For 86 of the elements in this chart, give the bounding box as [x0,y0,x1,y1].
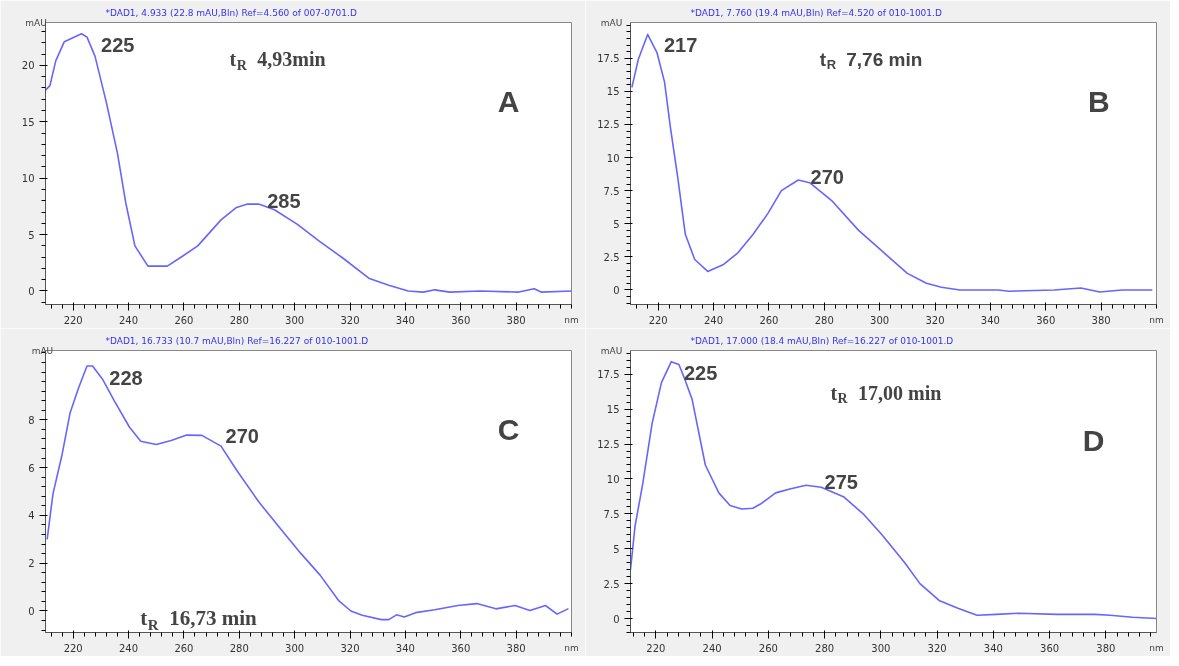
annotation: 285 [267,190,301,213]
x-tick-label: 360 [451,642,471,654]
y-tick-label: 2.5 [603,251,620,263]
annotation: A [497,84,520,118]
y-tick-label: 15 [21,116,35,128]
x-tick-label: 320 [340,642,360,654]
x-tick-label: 220 [646,642,666,654]
x-tick-label: 380 [1091,314,1111,326]
y-tick-label: 2.5 [603,578,620,590]
y-tick-label: 15 [606,404,620,416]
y-axis-title: mAU [600,345,623,356]
y-tick-label: 20 [21,60,35,72]
x-tick-label: 340 [395,642,415,654]
y-tick-label: 10 [606,152,620,164]
x-tick-label: 320 [340,314,360,326]
y-tick-label: 10 [21,173,35,185]
x-tick-label: 380 [506,642,526,654]
y-tick-label: 0 [28,285,35,297]
y-tick-label: 0 [28,605,35,617]
chart-title: *DAD1, 16.733 (10.7 mAU,Bln) Ref=16.227 of 010-1001.D [105,335,369,346]
x-tick-label: 220 [648,314,668,326]
x-axis-title: nm [564,642,579,653]
y-axis-title: mAU [25,17,47,28]
y-tick-label: 0 [613,284,620,296]
x-tick-label: 240 [119,642,139,654]
x-tick-label: 380 [506,314,526,326]
x-tick-label: 300 [871,642,891,654]
annotation: 270 [225,424,259,447]
y-tick-label: 7.5 [603,508,620,520]
x-tick-label: 360 [451,314,471,326]
x-tick-label: 280 [815,642,835,654]
x-tick-label: 280 [229,642,249,654]
y-tick-label: 17.5 [597,53,620,65]
annotation: 225 [101,33,135,56]
chart-title: *DAD1, 17.000 (18.4 mAU,Bln) Ref=16.227 of 010-1001.D [690,335,954,346]
x-tick-label: 220 [63,642,83,654]
x-tick-label: 220 [63,314,83,326]
x-axis-title: nm [1149,642,1164,653]
x-tick-label: 280 [229,314,249,326]
x-tick-label: 360 [1040,642,1060,654]
annotation: C [497,412,520,446]
y-tick-label: 10 [606,473,620,485]
annotation: D [1082,424,1105,458]
y-tick-label: 15 [606,86,620,98]
chart-title: *DAD1, 7.760 (19.4 mAU,Bln) Ref=4.520 of 010-1001.D [690,7,942,18]
x-tick-label: 300 [870,314,890,326]
x-tick-label: 340 [395,314,415,326]
x-tick-label: 260 [174,314,194,326]
annotation: B [1088,84,1110,118]
x-tick-label: 340 [980,314,1000,326]
y-axis-title: mAU [600,17,623,28]
y-tick-label: 4 [28,510,35,522]
y-tick-label: 12.5 [597,439,620,451]
x-tick-label: 300 [285,314,305,326]
x-tick-label: 340 [983,642,1003,654]
x-tick-label: 320 [927,642,947,654]
y-tick-label: 17.5 [597,369,620,381]
x-axis-title: nm [1149,314,1164,325]
x-tick-label: 320 [925,314,945,326]
annotation: 225 [683,361,718,384]
x-tick-label: 360 [1036,314,1056,326]
x-tick-label: 240 [704,314,724,326]
annotation: 217 [663,34,698,57]
y-tick-label: 8 [28,414,35,426]
y-axis-title: mAU [31,345,54,356]
x-tick-label: 380 [1096,642,1116,654]
x-tick-label: 240 [702,642,722,654]
y-tick-label: 0 [613,613,620,625]
y-tick-label: 5 [613,218,620,230]
y-tick-label: 2 [28,558,35,570]
x-tick-label: 280 [814,314,834,326]
y-tick-label: 5 [28,229,35,241]
annotation: 275 [824,471,858,494]
annotation: 270 [810,166,844,189]
annotation: 228 [109,367,143,390]
x-tick-label: 300 [285,642,305,654]
y-tick-label: 12.5 [597,119,620,131]
x-tick-label: 260 [174,642,194,654]
y-tick-label: 7.5 [603,185,620,197]
y-tick-label: 6 [28,462,35,474]
chart-title: *DAD1, 4.933 (22.8 mAU,Bln) Ref=4.560 of 007-0701.D [105,7,357,18]
x-tick-label: 240 [119,314,139,326]
x-axis-title: nm [564,314,579,325]
x-tick-label: 260 [759,314,779,326]
x-tick-label: 260 [758,642,778,654]
y-tick-label: 5 [613,543,620,555]
